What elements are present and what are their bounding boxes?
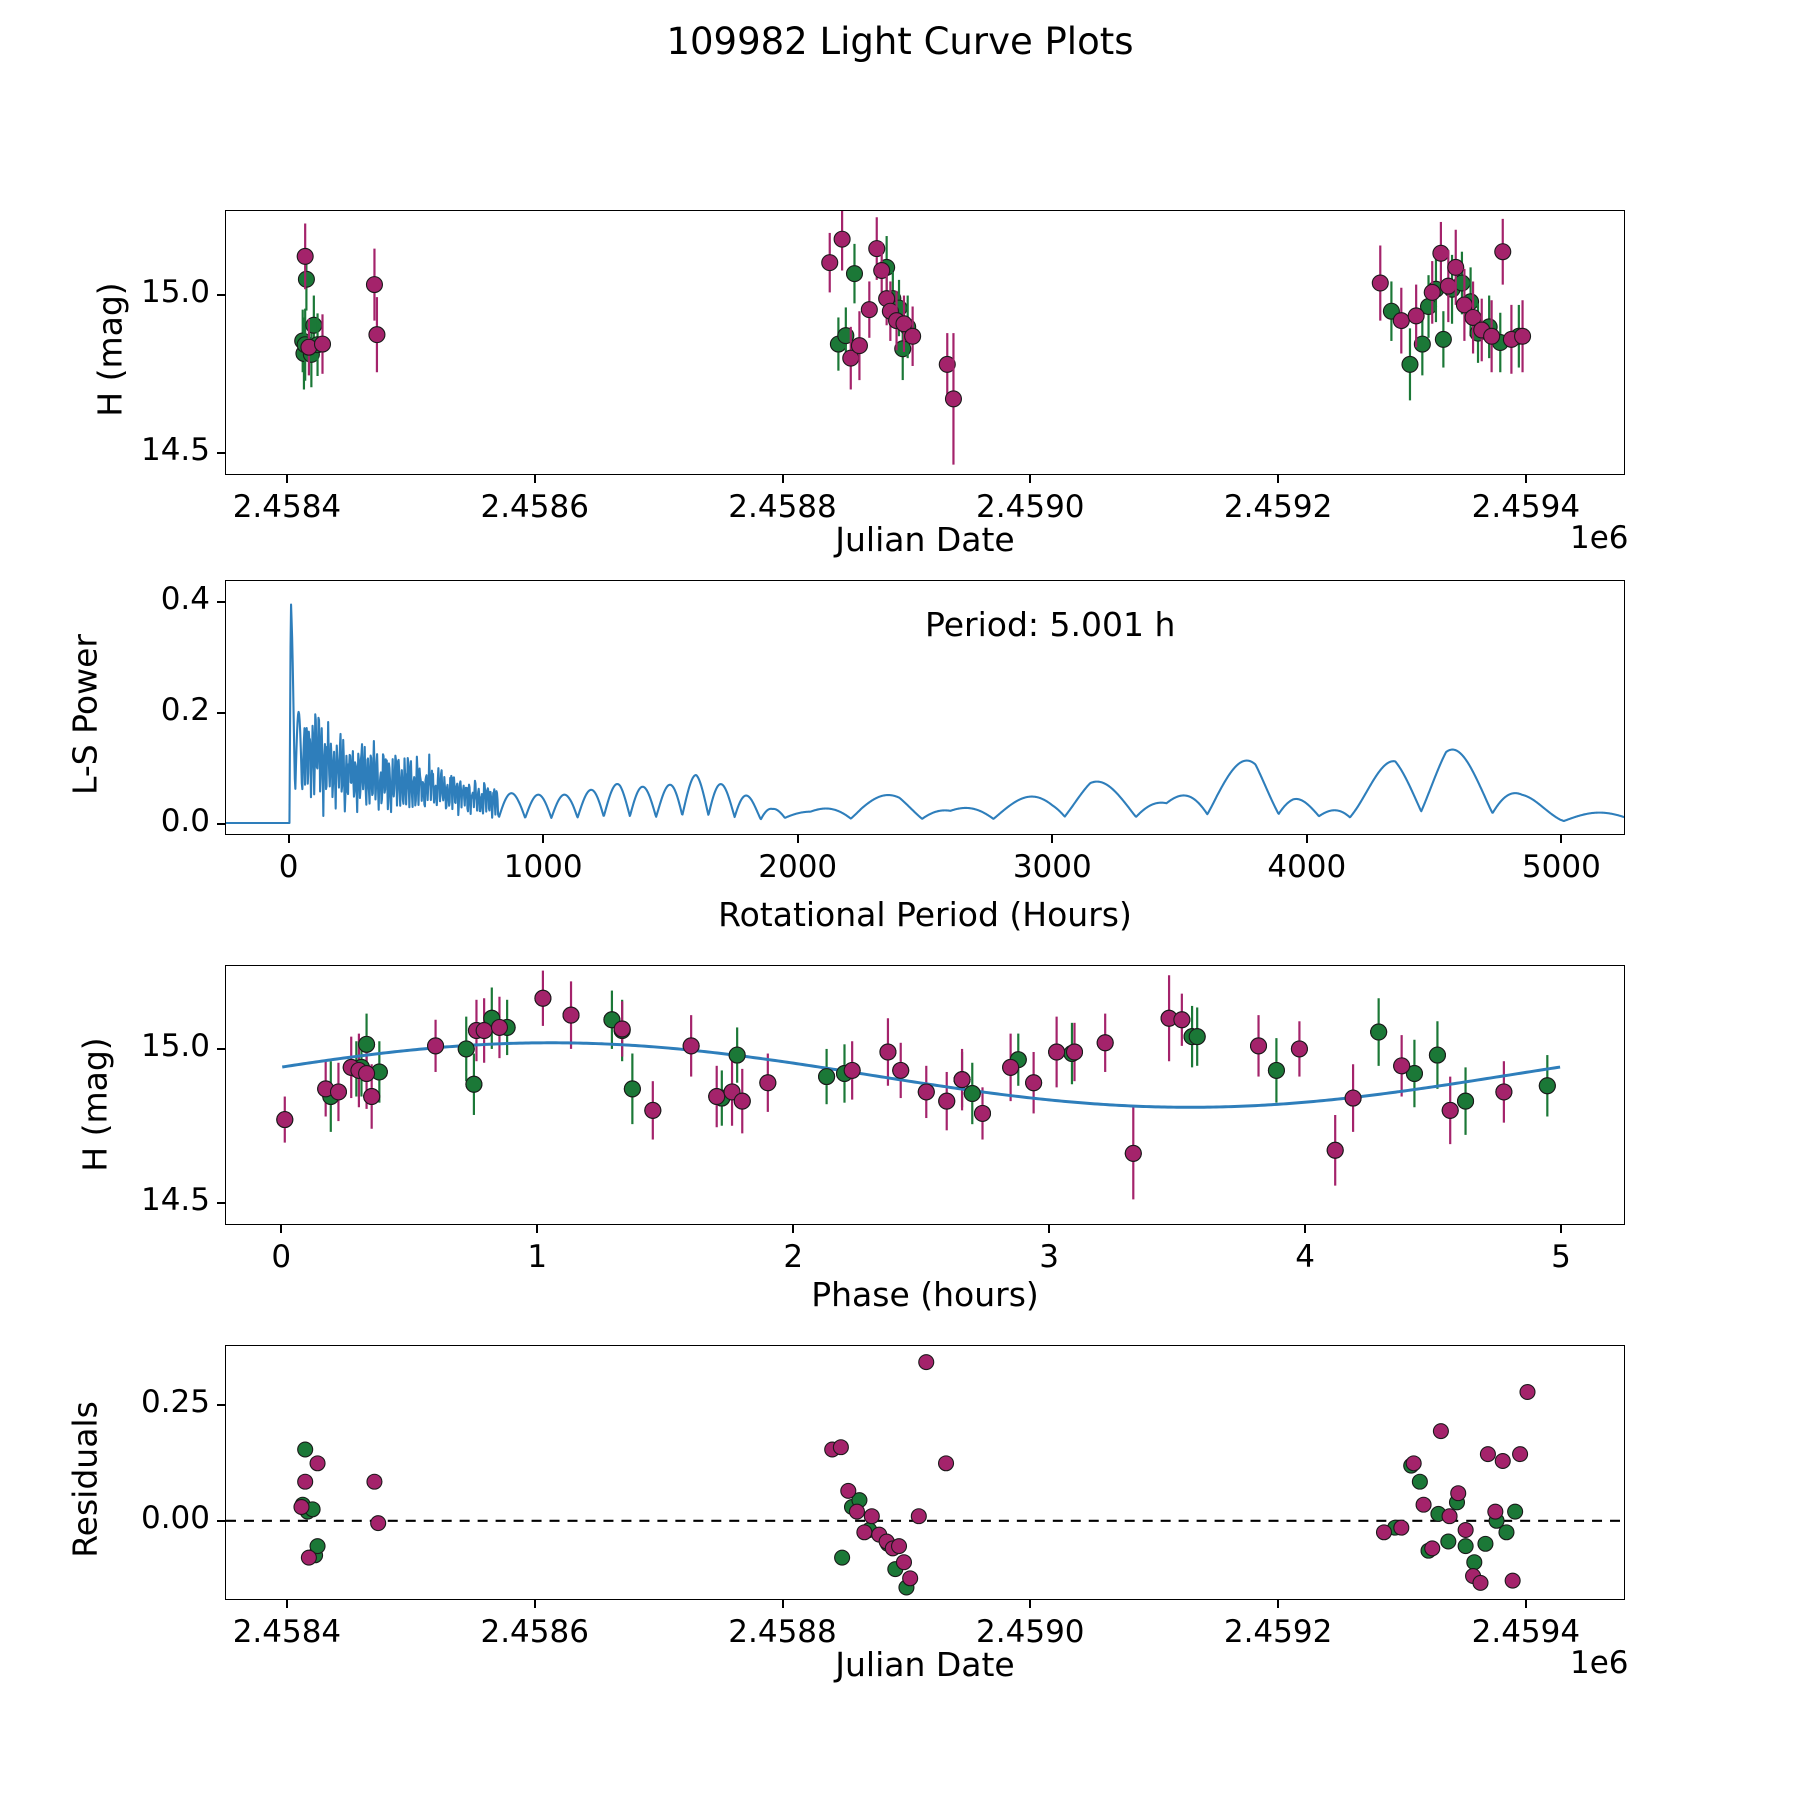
- x-tick-mark: [1029, 1600, 1032, 1608]
- x-tick-label: 5000: [1521, 849, 1601, 885]
- periodogram-plot-area: [226, 603, 1624, 825]
- residuals-x-offset: 1e6: [1570, 1645, 1629, 1681]
- y-tick-label: 0.00: [140, 1500, 210, 1537]
- x-tick-label: 2: [783, 1239, 804, 1275]
- x-tick-mark: [1051, 835, 1054, 843]
- x-tick-mark: [1524, 1600, 1527, 1608]
- y-tick-mark: [217, 1047, 225, 1050]
- y-tick-mark: [217, 601, 225, 604]
- y-tick-label: 0.0: [160, 802, 210, 839]
- x-tick-label: 2.4586: [480, 1614, 589, 1650]
- x-tick-label: 2.4592: [1223, 1614, 1333, 1650]
- x-tick-label: 2.4590: [976, 489, 1085, 525]
- periodogram-line: [226, 603, 1624, 825]
- x-tick-label: 1000: [503, 849, 583, 885]
- y-tick-mark: [217, 451, 225, 454]
- series-green: [294, 236, 1528, 401]
- x-tick-mark: [1524, 475, 1527, 483]
- x-tick-mark: [1304, 1225, 1307, 1233]
- x-tick-label: 3: [1039, 1239, 1059, 1275]
- x-tick-label: 4000: [1267, 849, 1347, 885]
- x-tick-mark: [533, 475, 536, 483]
- x-tick-mark: [536, 1225, 539, 1233]
- x-tick-label: 5: [1551, 1239, 1571, 1275]
- x-tick-label: 2.4586: [480, 489, 589, 525]
- x-tick-label: 4: [1295, 1239, 1315, 1275]
- x-tick-mark: [287, 835, 290, 843]
- residuals-plot-area: [226, 1354, 1624, 1596]
- x-tick-label: 2.4594: [1471, 489, 1581, 525]
- x-tick-mark: [1277, 475, 1280, 483]
- x-tick-mark: [285, 475, 288, 483]
- x-tick-label: 0: [271, 1239, 292, 1275]
- y-tick-label: 15.0: [140, 1027, 210, 1064]
- phase-folded-plot-area: [276, 970, 1561, 1200]
- x-tick-label: 2.4584: [232, 489, 342, 525]
- x-tick-label: 2000: [758, 849, 838, 885]
- x-tick-mark: [781, 475, 784, 483]
- periodogram-xlabel: Rotational Period (Hours): [718, 895, 1132, 934]
- y-tick-label: 0.25: [140, 1384, 210, 1421]
- panel-residuals: [225, 1345, 1625, 1600]
- x-tick-mark: [1048, 1225, 1051, 1233]
- x-tick-mark: [1560, 1225, 1562, 1233]
- x-tick-mark: [1560, 835, 1563, 843]
- panel-phase-folded: [225, 965, 1625, 1225]
- y-tick-mark: [217, 1202, 225, 1205]
- x-tick-label: 3000: [1012, 849, 1092, 885]
- y-tick-mark: [217, 294, 225, 297]
- period-annotation: Period: 5.001 h: [925, 605, 1176, 644]
- y-tick-label: 14.5: [140, 1182, 210, 1219]
- residuals-xlabel: Julian Date: [835, 1645, 1015, 1684]
- x-tick-mark: [280, 1225, 283, 1233]
- x-tick-mark: [1029, 475, 1032, 483]
- y-tick-mark: [217, 1404, 225, 1407]
- y-tick-label: 0.2: [160, 692, 210, 729]
- series-green: [322, 987, 1556, 1135]
- x-tick-mark: [285, 1600, 288, 1608]
- lightcurve-plot-area: [294, 211, 1532, 465]
- x-tick-label: 2.4584: [232, 1614, 342, 1650]
- panel-periodogram: [225, 580, 1625, 835]
- y-tick-mark: [217, 1520, 225, 1523]
- x-tick-label: 2.4590: [976, 1614, 1085, 1650]
- x-tick-mark: [792, 1225, 795, 1233]
- x-tick-label: 2.4594: [1471, 1614, 1581, 1650]
- x-tick-mark: [533, 1600, 536, 1608]
- x-tick-mark: [796, 835, 799, 843]
- x-tick-label: 2.4592: [1223, 489, 1333, 525]
- x-tick-label: 2.4588: [728, 489, 837, 525]
- phase-xlabel: Phase (hours): [811, 1275, 1039, 1314]
- x-tick-label: 1: [527, 1239, 548, 1275]
- x-tick-mark: [1277, 1600, 1280, 1608]
- residuals-ylabel: Residuals: [65, 1401, 105, 1558]
- x-tick-label: 0: [278, 849, 299, 885]
- y-tick-mark: [217, 822, 225, 825]
- series-magenta: [276, 989, 1513, 1162]
- y-tick-label: 15.0: [140, 274, 210, 311]
- series-magenta: [293, 1354, 1536, 1591]
- y-tick-label: 0.4: [160, 581, 210, 618]
- lightcurve-x-offset: 1e6: [1570, 520, 1629, 556]
- panel-lightcurve: [225, 210, 1625, 475]
- page-title: 109982 Light Curve Plots: [666, 20, 1134, 63]
- lightcurve-xlabel: Julian Date: [835, 520, 1015, 559]
- series-magenta: [296, 211, 1532, 465]
- x-tick-label: 2.4588: [728, 1614, 837, 1650]
- x-tick-mark: [781, 1600, 784, 1608]
- series-magenta: [276, 970, 1513, 1200]
- lightcurve-ylabel: H (mag): [90, 282, 130, 417]
- y-tick-mark: [217, 712, 225, 715]
- x-tick-mark: [542, 835, 545, 843]
- y-tick-label: 14.5: [140, 431, 210, 468]
- x-tick-mark: [1305, 835, 1308, 843]
